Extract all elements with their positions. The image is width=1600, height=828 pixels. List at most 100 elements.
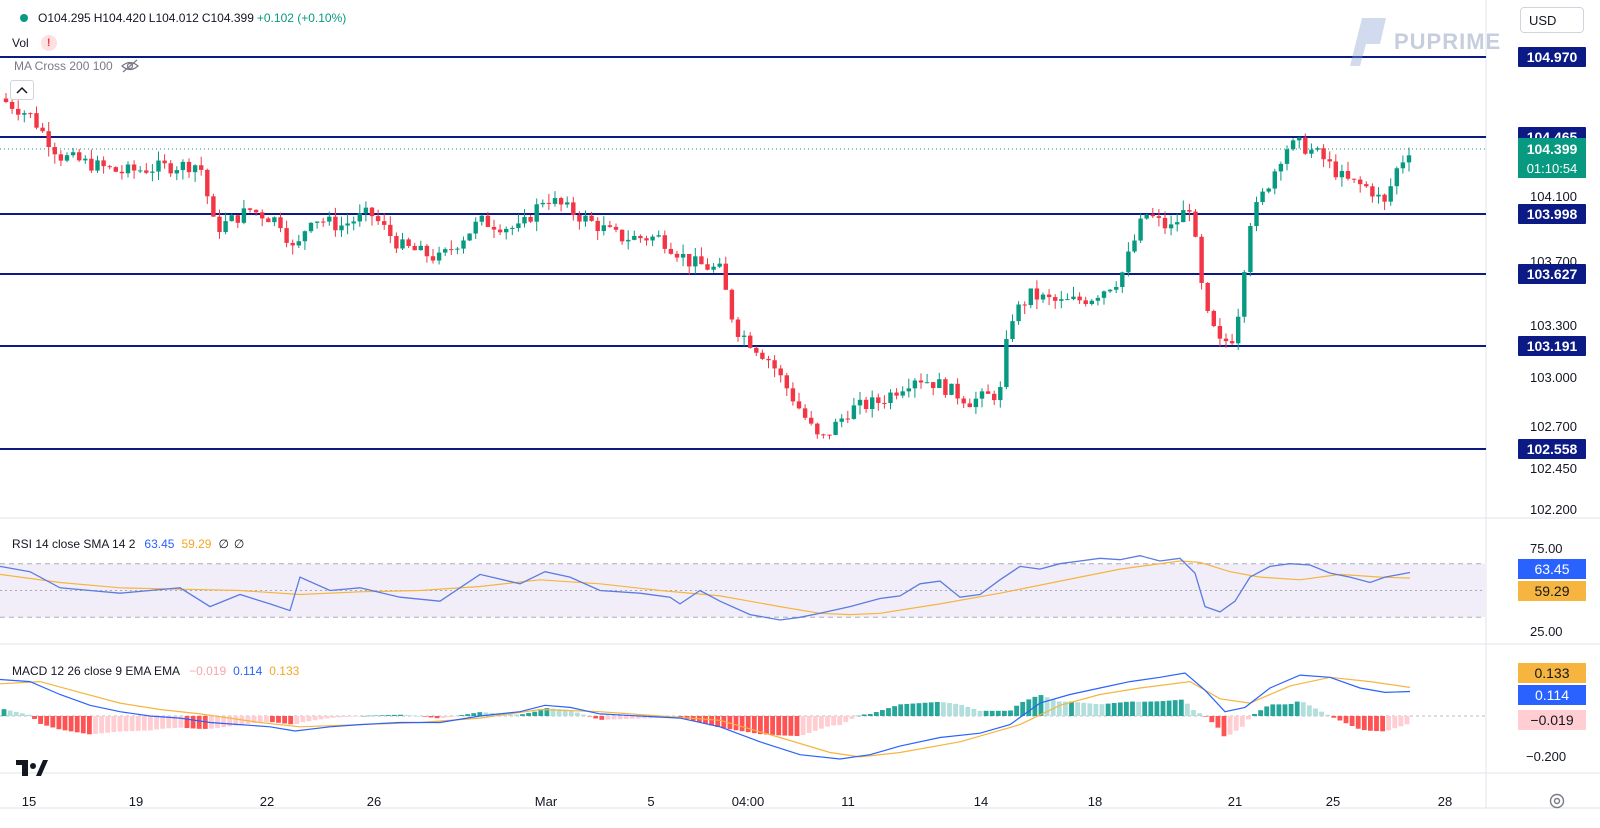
candle-body: [760, 352, 765, 359]
macd-histogram-bar: [172, 716, 178, 728]
candle-body: [784, 375, 789, 389]
warning-icon[interactable]: !: [40, 35, 57, 51]
macd-histogram-bar: [154, 716, 159, 730]
x-tick-label: 15: [22, 794, 36, 809]
countdown-text: 01:10:54: [1527, 161, 1578, 176]
candle-body: [1156, 216, 1162, 218]
candle-body: [363, 207, 369, 214]
candle-body: [217, 216, 222, 233]
macd-histogram-bar: [1319, 711, 1324, 716]
collapse-legend-button[interactable]: [10, 80, 34, 100]
macd-histogram-bar: [1172, 700, 1178, 716]
x-tick-label: 14: [974, 794, 988, 809]
macd-histogram-bar: [800, 716, 806, 736]
level-label-text: 102.558: [1527, 441, 1578, 457]
macd-hist-label: −0.019: [1518, 710, 1586, 730]
candle-body: [827, 434, 832, 436]
candle-body: [302, 231, 308, 242]
candle-body: [833, 421, 838, 435]
macd-histogram-bar: [1374, 716, 1379, 732]
x-tick-label: 11: [841, 794, 855, 809]
candle-body: [1339, 170, 1345, 178]
macd-histogram-bar: [428, 716, 434, 718]
candle-body: [992, 393, 997, 401]
settings-gear-icon[interactable]: [1548, 792, 1566, 810]
candle-body: [558, 198, 564, 205]
macd-histogram-bar: [385, 715, 391, 716]
candle-body: [52, 147, 57, 155]
macd-histogram-bar: [1111, 703, 1117, 716]
candle-body: [888, 392, 893, 403]
macd-histogram-bar: [1166, 700, 1172, 716]
candle-body: [504, 228, 509, 233]
candle-body: [369, 207, 375, 217]
candle-body: [1278, 163, 1284, 172]
candle-body: [150, 171, 155, 173]
x-tick-label: 5: [647, 794, 654, 809]
macd-histogram-bar: [1355, 716, 1361, 729]
macd-histogram-bar: [855, 715, 861, 717]
candle-body: [290, 242, 295, 246]
candle-body: [1364, 184, 1369, 187]
macd-histogram-bar: [483, 712, 489, 716]
candle-body: [1138, 218, 1143, 241]
candle-body: [272, 217, 277, 223]
macd-histogram-bar: [1069, 701, 1074, 716]
candle-body: [778, 368, 783, 376]
candle-body: [766, 358, 771, 361]
macd-histogram-bar: [947, 703, 952, 716]
macd-histogram-bar: [1361, 716, 1367, 731]
ma-legend[interactable]: MA Cross 200 100: [14, 59, 139, 73]
currency-select[interactable]: USD: [1520, 7, 1584, 33]
candle-body: [1382, 194, 1387, 202]
rsi-legend[interactable]: RSI 14 close SMA 14 2 63.45 59.29 ∅ ∅: [12, 537, 247, 551]
macd-signal-label: 0.133: [1518, 663, 1586, 683]
macd-histogram-bar: [1227, 716, 1233, 735]
candle-body: [863, 399, 869, 410]
macd-histogram-bar: [837, 716, 843, 726]
candle-body: [40, 127, 45, 132]
level-label-bg: [1518, 47, 1586, 67]
macd-histogram-bar: [471, 713, 477, 716]
macd-histogram-bar: [1105, 703, 1111, 716]
macd-histogram-bar: [794, 716, 800, 737]
candle-body: [546, 202, 552, 204]
candle-body: [119, 171, 125, 174]
time-axis[interactable]: 15 19 22 26 Mar 5 04:00 11 14 18 21 25 28: [22, 794, 1452, 809]
macd-histogram-bar: [1038, 695, 1044, 716]
macd-histogram-bar: [367, 715, 373, 717]
macd-histogram-bar: [404, 715, 409, 716]
macd-histogram-bar: [1337, 716, 1343, 721]
candle-body: [1333, 161, 1338, 178]
candle-body: [1345, 170, 1351, 179]
macd-histogram-bar: [1136, 701, 1141, 716]
macd-histogram-bar: [453, 716, 458, 717]
macd-legend[interactable]: MACD 12 26 close 9 EMA EMA −0.019 0.114 …: [12, 664, 302, 678]
candle-body: [412, 246, 417, 251]
candle-body: [1266, 188, 1271, 192]
macd-histogram-bar: [825, 716, 830, 727]
macd-histogram-bar: [93, 716, 98, 734]
tradingview-logo-icon[interactable]: [16, 758, 48, 778]
vol-legend[interactable]: Vol !: [12, 35, 57, 51]
macd-histogram-bar: [983, 710, 989, 716]
candle-body: [924, 382, 930, 384]
y-tick-label: 102.200: [1530, 502, 1577, 517]
macd-histogram-bar: [1282, 704, 1288, 716]
candle-body: [211, 196, 216, 217]
candle-body: [937, 379, 942, 389]
macd-histogram-bar: [788, 716, 794, 736]
macd-histogram-bar: [806, 716, 812, 733]
macd-histogram-bar: [202, 716, 208, 729]
hidden-eye-icon[interactable]: [120, 59, 139, 73]
rsi-current-label: 63.45: [1518, 559, 1586, 579]
candle-body: [1150, 214, 1155, 217]
macd-histogram-bar: [867, 714, 873, 716]
candle-body: [345, 223, 350, 226]
macd-label: MACD 12 26 close 9 EMA EMA: [12, 664, 181, 678]
candle-body: [522, 216, 527, 224]
price-axis[interactable]: 104.100103.700103.300103.000102.700102.4…: [1518, 47, 1586, 764]
macd-histogram-bar: [1398, 716, 1404, 727]
candle-body: [998, 387, 1003, 401]
